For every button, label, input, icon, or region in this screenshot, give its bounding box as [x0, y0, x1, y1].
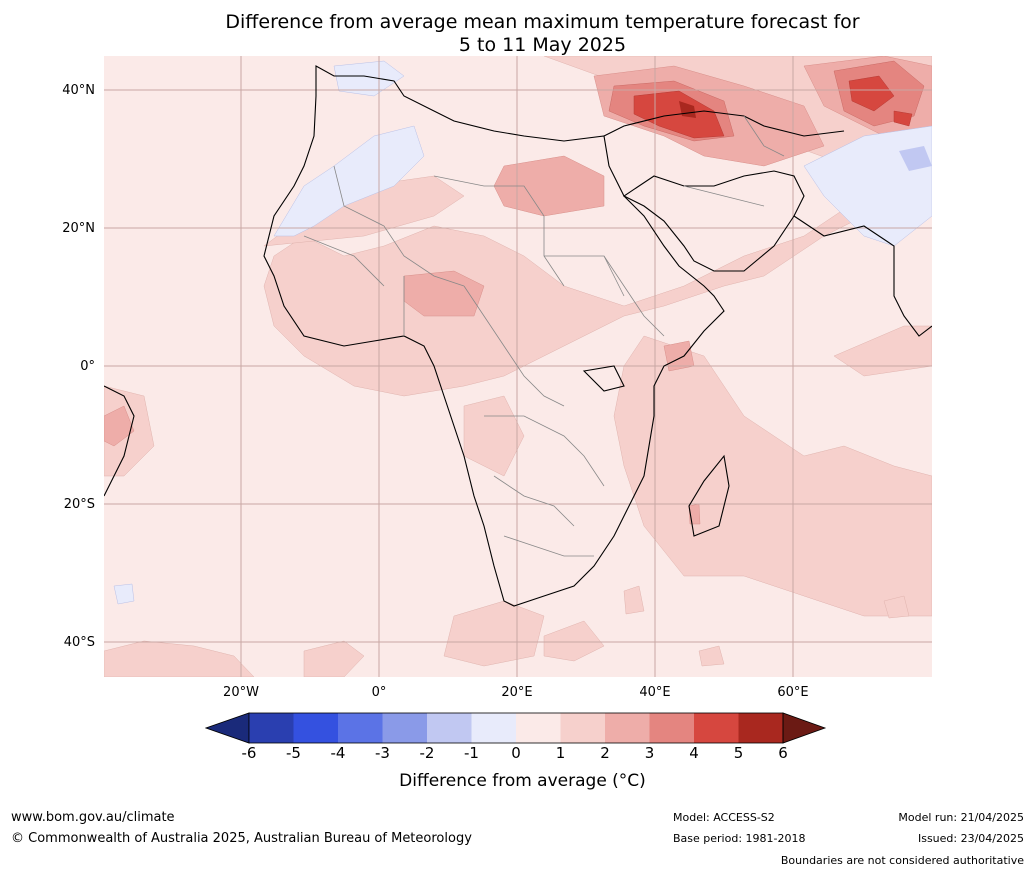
colorbar-segment — [649, 713, 694, 743]
colorbar-segment — [471, 713, 516, 743]
chart-title-line1: Difference from average mean maximum tem… — [225, 11, 860, 33]
model-text: Model: ACCESS-S2 — [673, 811, 775, 824]
colorbar-segment — [382, 713, 427, 743]
lat-label-0: 0° — [80, 359, 95, 374]
colorbar-tick-label: -3 — [375, 744, 390, 762]
colorbar-tick-label: 4 — [689, 744, 699, 762]
lon-label-20e: 20°E — [501, 685, 533, 700]
country-borders — [303, 115, 785, 557]
colorbar-segment — [694, 713, 739, 743]
anomaly-negative-regions — [113, 60, 932, 605]
colorbar-segment — [293, 713, 338, 743]
anomaly-minus1-to-minus2-regions — [899, 146, 932, 171]
base-period-text: Base period: 1981-2018 — [673, 832, 806, 845]
chart-title-line2: 5 to 11 May 2025 — [458, 34, 627, 56]
colorbar-tick-label: 5 — [733, 744, 744, 762]
colorbar-tick-label: -4 — [330, 744, 346, 762]
colorbar-tick-label: -5 — [286, 744, 301, 762]
colorbar-outline — [248, 712, 784, 744]
colorbar-tick-label: 2 — [600, 744, 610, 762]
forecast-map — [104, 56, 932, 677]
colorbar-tick-label: -6 — [241, 744, 257, 762]
colorbar-arrow-high — [782, 712, 827, 744]
lat-label-40n: 40°N — [62, 83, 95, 98]
colorbar-tick-label: 6 — [778, 744, 788, 762]
colorbar-segment — [738, 713, 783, 743]
colorbar-label: Difference from average (°C) — [399, 771, 646, 791]
colorbar-tick-label: -2 — [419, 744, 435, 762]
disclaimer-text: Boundaries are not considered authoritat… — [780, 854, 1024, 867]
lon-label-20w: 20°W — [223, 685, 259, 700]
lat-label-20n: 20°N — [62, 221, 95, 236]
copyright-text: © Commonwealth of Australia 2025, Austra… — [11, 831, 472, 846]
lat-label-40s: 40°S — [63, 635, 95, 650]
model-run-text: Model run: 21/04/2025 — [898, 811, 1024, 824]
colorbar-segment — [516, 713, 561, 743]
colorbar-segment — [249, 713, 294, 743]
website-link[interactable]: www.bom.gov.au/climate — [11, 810, 175, 825]
colorbar-segment — [605, 713, 650, 743]
colorbar — [205, 712, 827, 744]
issued-text: Issued: 23/04/2025 — [917, 832, 1024, 845]
colorbar-tick-label: 0 — [511, 744, 521, 762]
lon-label-40e: 40°E — [639, 685, 671, 700]
colorbar-segment — [427, 713, 472, 743]
colorbar-tick-label: -1 — [464, 744, 479, 762]
colorbar-segment — [338, 713, 383, 743]
lon-label-60e: 60°E — [777, 685, 809, 700]
graticule — [104, 56, 932, 677]
colorbar-tick-label: 3 — [644, 744, 655, 762]
colorbar-tick-label: 1 — [555, 744, 566, 762]
lat-label-20s: 20°S — [63, 497, 95, 512]
colorbar-segment — [560, 713, 605, 743]
coastlines — [104, 65, 932, 607]
colorbar-arrow-low — [205, 712, 250, 744]
lon-label-0: 0° — [371, 685, 387, 700]
